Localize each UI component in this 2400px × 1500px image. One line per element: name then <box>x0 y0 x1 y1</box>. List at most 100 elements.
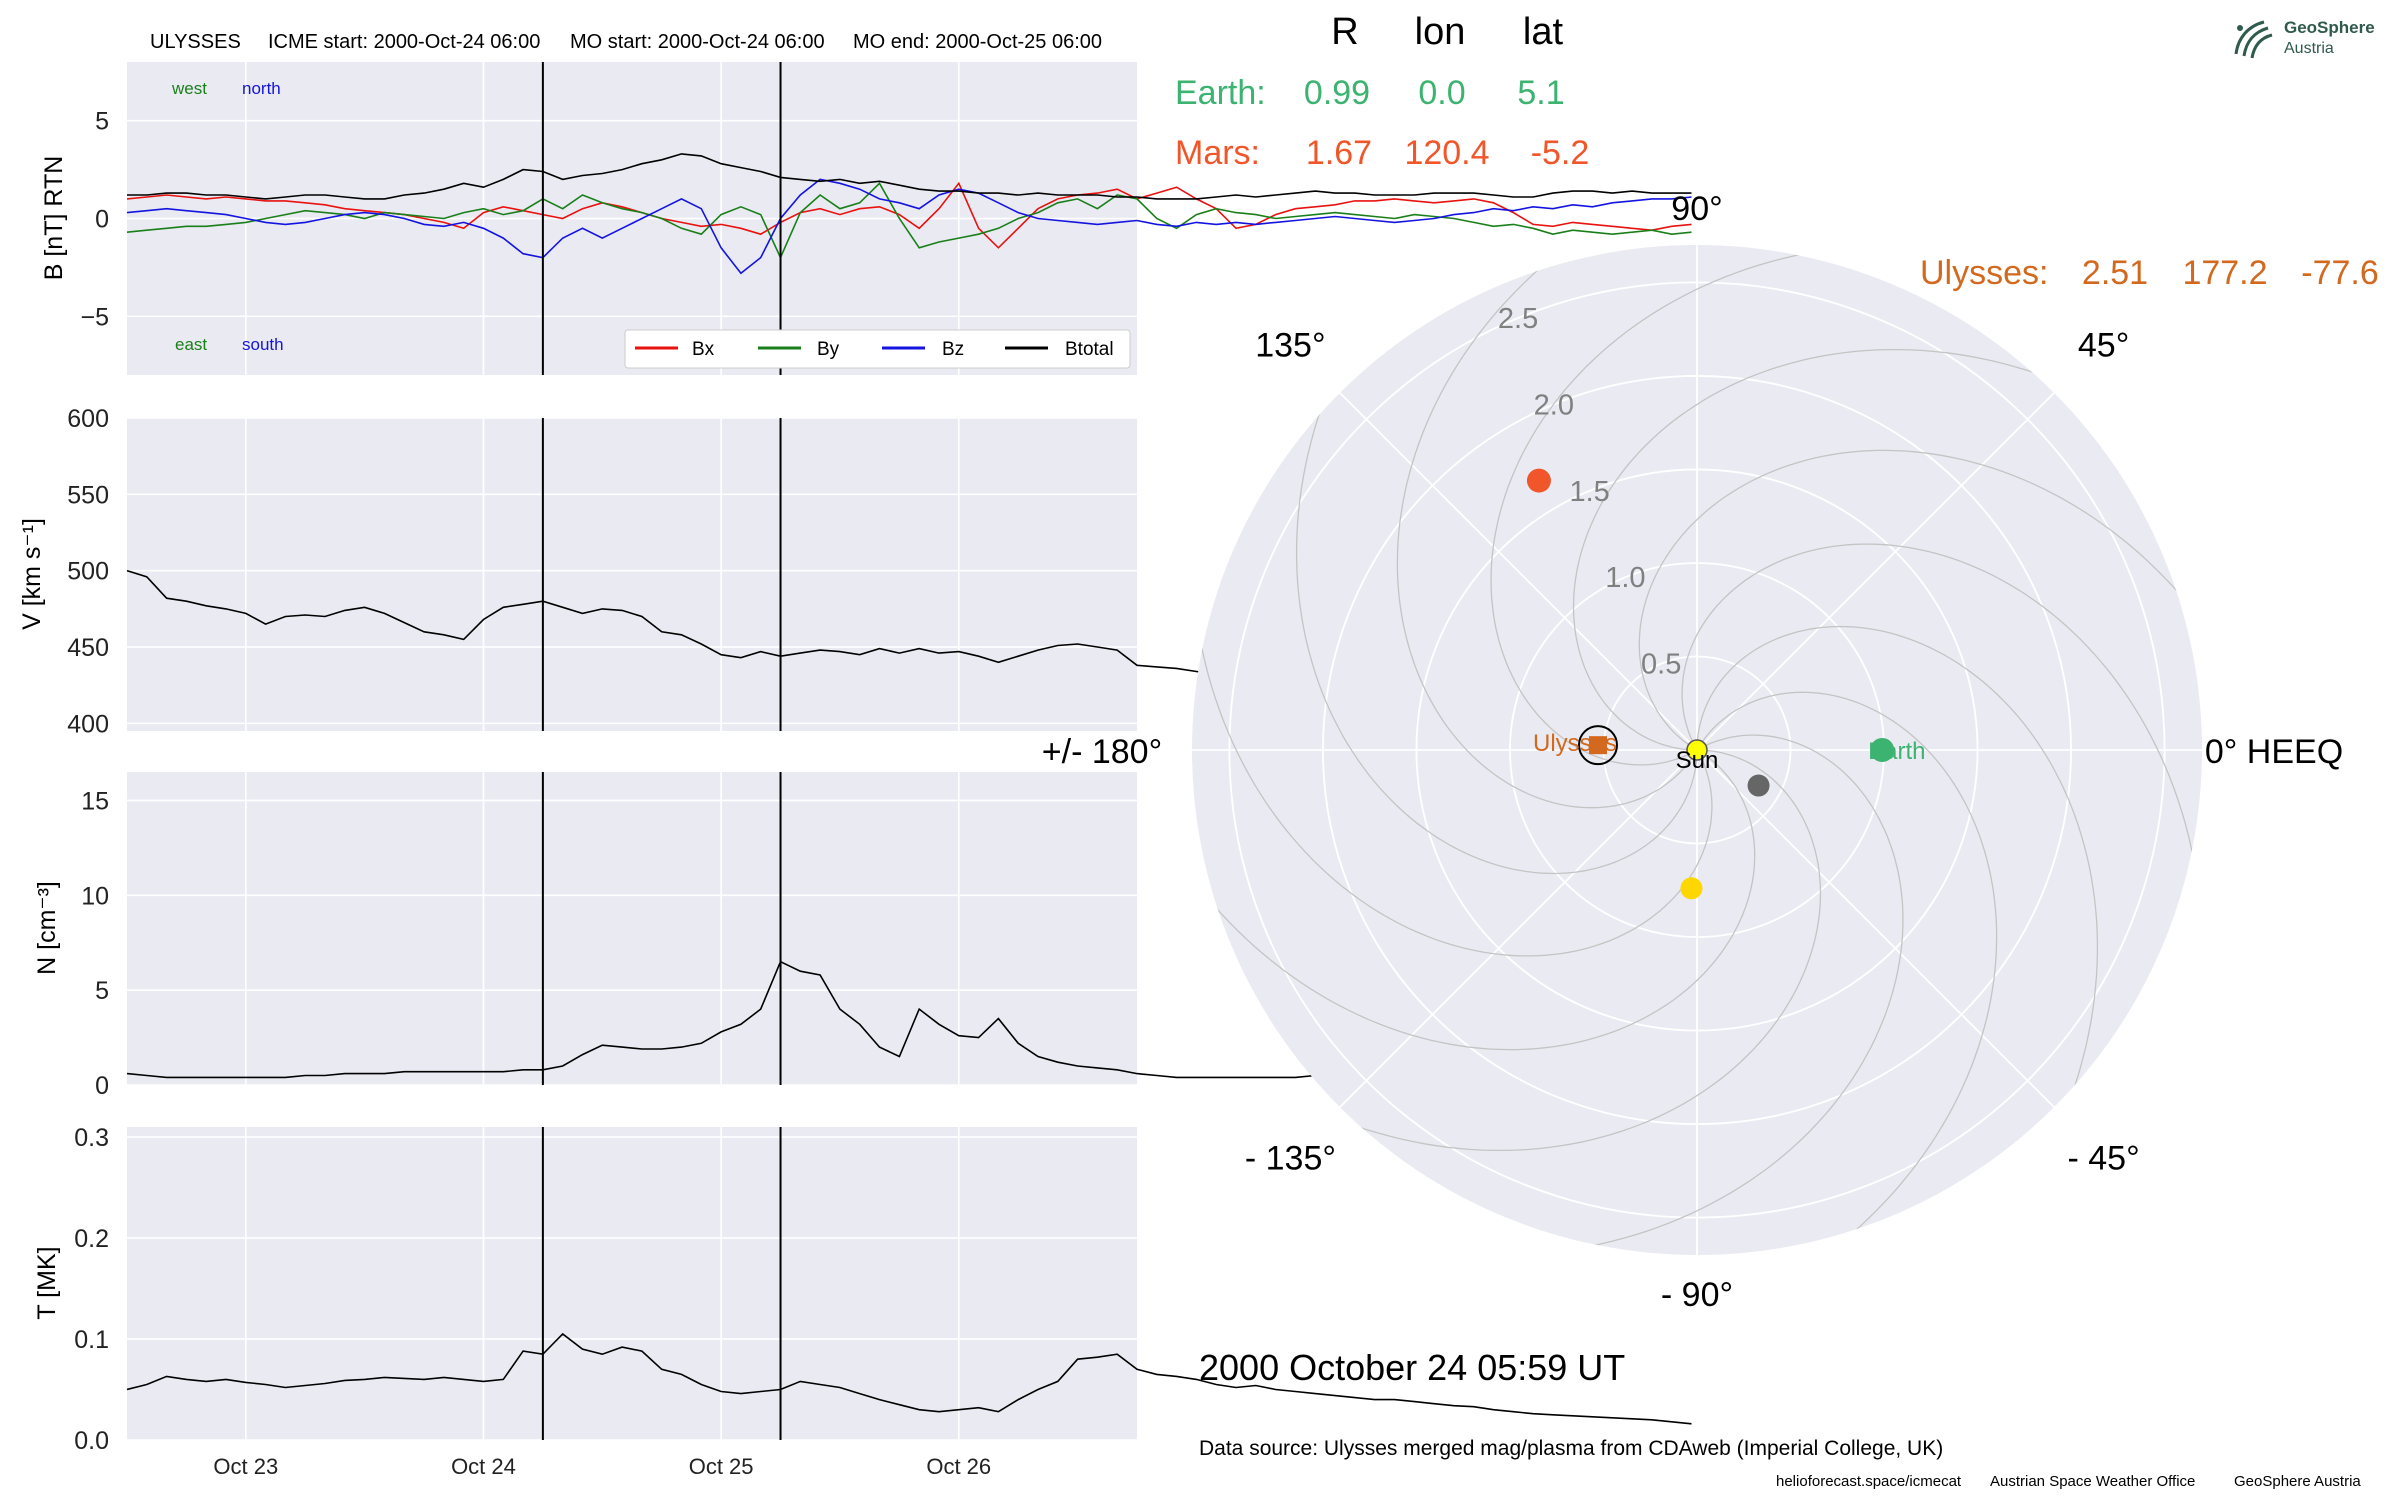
angle-label: 0° HEEQ <box>2205 733 2343 771</box>
sun-label: Sun <box>1676 747 1719 774</box>
ulysses-row-lon: 177.2 <box>2182 254 2267 292</box>
ylabel-speed: V [km s⁻¹] <box>18 518 46 630</box>
y-tick-label: 5 <box>95 977 109 1005</box>
speed-plot: 600 550 500 450 400 <box>67 405 1692 738</box>
mars-row-label: Mars: <box>1175 134 1260 172</box>
x-tick-label: Oct 24 <box>451 1454 516 1479</box>
ylabel-density: N [cm⁻³] <box>33 881 61 975</box>
panel-background <box>127 772 1137 1085</box>
density-plot: 15 10 5 0 <box>81 772 1692 1100</box>
sun-marker <box>1686 739 1708 761</box>
data-source-label: Data source: Ulysses merged mag/plasma f… <box>1199 1437 1943 1460</box>
table-header-lon: lon <box>1415 11 1466 53</box>
panel-temperature: 0.3 0.2 0.1 0.0 Oct 23 Oct 24 Oct 25 Oct 26 T [… <box>33 1124 1692 1479</box>
temperature-plot: 0.3 0.2 0.1 0.0 Oct 23 Oct 24 Oct 25 Oct 26 <box>74 1124 1692 1479</box>
radial-tick-label: 2.0 <box>1534 389 1574 421</box>
angle-label: - 135° <box>1245 1140 1336 1178</box>
legend-label-bz: Bz <box>942 339 964 360</box>
chart-legend: Bx By Bz Btotal <box>624 329 1131 369</box>
parker-spiral-line <box>1346 734 1904 1255</box>
mars-row-r: 1.67 <box>1306 134 1372 172</box>
series-line-by <box>126 181 1692 260</box>
parker-spiral-line <box>1295 245 1698 875</box>
parker-spiral-line <box>1192 749 1822 1152</box>
parker-spiral-line <box>1490 245 2048 766</box>
icme-start-label: ICME start: 2000-Oct-24 06:00 <box>268 31 540 53</box>
y-tick-label: 15 <box>81 787 109 815</box>
polar-spoke <box>1339 749 1698 1108</box>
position-table: R lon lat Earth: 0.99 0.0 5.1 Mars: 1.67… <box>1175 11 2379 292</box>
logo-line-2: Austria <box>2284 40 2334 57</box>
series-line-t <box>126 1332 1692 1425</box>
angle-label: 45° <box>2078 326 2129 364</box>
table-header-lat: lat <box>1523 11 1564 53</box>
panel-density: 15 10 5 0 N [cm⁻³] <box>33 772 1692 1100</box>
date-label: 2000 October 24 05:59 UT <box>1199 1347 1625 1388</box>
table-header-r: R <box>1331 11 1358 53</box>
parker-spiral-line <box>1192 688 1756 1051</box>
y-tick-label: 500 <box>67 558 109 586</box>
y-tick-label: 600 <box>67 405 109 433</box>
polar-orbit-plot: 0.5 1.0 1.5 2.0 2.5 90° 45° 0° HEEQ - 45° - 90° - … <box>1042 190 2343 1314</box>
parker-spiral-line <box>1192 399 1713 957</box>
polar-ring <box>1228 281 2166 1219</box>
angle-label: 90° <box>1671 190 1722 228</box>
y-tick-label: 5 <box>95 108 109 136</box>
mo-end-label: MO end: 2000-Oct-25 06:00 <box>853 31 1102 53</box>
y-tick-label: 450 <box>67 634 109 662</box>
angle-label: +/- 180° <box>1042 733 1162 771</box>
panel-speed: 600 550 500 450 400 V [km s⁻¹] <box>18 405 1692 738</box>
ulysses-label: Ulysses <box>1533 730 1617 757</box>
angle-label: 135° <box>1255 326 1325 364</box>
x-tick-label: Oct 25 <box>689 1454 754 1479</box>
radial-tick-label: 1.0 <box>1605 562 1645 594</box>
angle-label: - 45° <box>2067 1140 2139 1178</box>
legend-label-bx: Bx <box>692 339 715 360</box>
x-tick-label: Oct 26 <box>926 1454 991 1479</box>
ylabel-temperature: T [MK] <box>33 1246 61 1319</box>
y-tick-label: 0 <box>95 206 109 234</box>
panel-background <box>127 1127 1137 1440</box>
annotation-east: east <box>175 335 207 354</box>
footer-credit-aswo: Austrian Space Weather Office <box>1990 1473 2195 1490</box>
y-tick-label: 0.1 <box>74 1326 109 1354</box>
legend-frame <box>624 329 1131 369</box>
ulysses-marker <box>1588 736 1607 755</box>
earth-label: Earth <box>1868 738 1925 765</box>
mars-marker <box>1526 468 1551 493</box>
y-tick-label: 0.3 <box>74 1124 109 1152</box>
polar-spoke <box>1696 392 2055 751</box>
y-tick-label: 550 <box>67 481 109 509</box>
legend-label-by: By <box>817 339 840 360</box>
geosphere-logo-icon <box>2234 20 2273 59</box>
y-tick-label: −5 <box>80 303 109 331</box>
parker-spiral-line <box>1396 245 1759 809</box>
mars-row-lon: 120.4 <box>1404 134 1489 172</box>
mars-row-lat: -5.2 <box>1531 134 1590 172</box>
annotation-south: south <box>242 335 284 354</box>
footer-credits: helioforecast.space/icmecat Austrian Spa… <box>1776 1473 2361 1490</box>
polar-ring <box>1415 468 1979 1032</box>
parker-spirals <box>1192 245 2202 1255</box>
y-tick-label: 400 <box>67 710 109 738</box>
panel-background <box>127 418 1137 731</box>
series-line-bz <box>126 178 1692 275</box>
earth-row-lon: 0.0 <box>1418 74 1465 112</box>
angle-label: - 90° <box>1661 1276 1733 1314</box>
annotation-north: north <box>242 79 281 98</box>
ulysses-ring <box>1577 725 1618 766</box>
radial-tick-label: 1.5 <box>1569 476 1609 508</box>
radial-tick-label: 2.5 <box>1498 303 1538 335</box>
series-line-btotal <box>127 153 1692 200</box>
magnetic-field-plot: 5 0 −5 <box>80 62 1692 375</box>
earth-row-label: Earth: <box>1175 74 1266 112</box>
earth-marker <box>1870 738 1895 762</box>
y-tick-label: 0.2 <box>74 1225 109 1253</box>
annotation-west: west <box>171 79 207 98</box>
yellow-planet-marker <box>1680 877 1703 900</box>
geosphere-logo: GeoSphere Austria <box>2230 14 2390 64</box>
earth-row-lat: 5.1 <box>1517 74 1564 112</box>
parker-spiral-line <box>1572 348 2202 751</box>
plot-header: ULYSSES ICME start: 2000-Oct-24 06:00 MO… <box>150 31 1102 53</box>
